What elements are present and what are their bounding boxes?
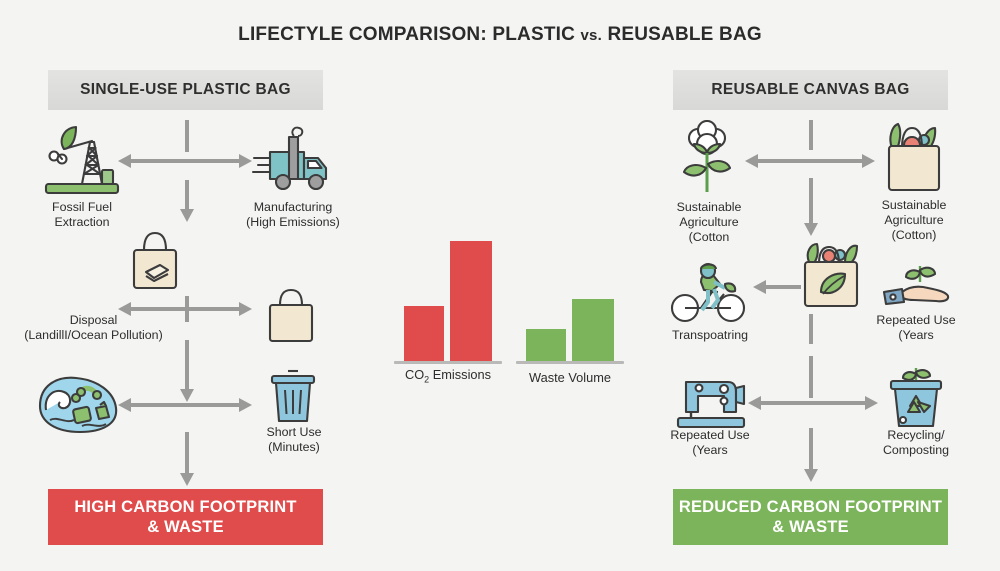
- arrow-right-row3: [748, 394, 878, 417]
- arrow-left-vert2: [179, 180, 195, 227]
- label-repeated-use-sewing: Repeated Use (Years: [670, 428, 750, 457]
- page-title: LIFECTYLE COMPARISON: PLASTIC vs. REUSAB…: [0, 24, 1000, 46]
- paper-bag-icon: [262, 285, 320, 352]
- arrow-right-vert5: [803, 428, 819, 487]
- ocean-wave-plastic-icon: [36, 372, 122, 441]
- chart-axis-co2: [394, 361, 502, 364]
- arrow-left-vert3: [179, 296, 195, 327]
- page-title-vs: vs.: [580, 27, 602, 44]
- banner-high-carbon-footprint: HIGH CARBON FOOTPRINT & WASTE: [48, 489, 323, 545]
- arrow-right-vert3: [803, 314, 819, 349]
- bar-waste-high: [572, 298, 614, 361]
- arrow-left-vert4: [179, 340, 195, 407]
- panel-header-plastic: SINGLE-USE PLASTIC BAG: [48, 70, 323, 110]
- label-fossil-fuel-extraction: Fossil Fuel Extraction: [52, 200, 112, 229]
- bar-co2-low: [404, 306, 444, 361]
- arrow-right-vert4: [803, 356, 819, 403]
- arrow-right-vert1: [803, 120, 819, 155]
- canvas-bag-leaf-icon: [795, 240, 869, 317]
- comparison-bar-chart: CO2 Emissions Waste Volume: [380, 225, 625, 385]
- arrow-left-vert1: [179, 120, 195, 157]
- arrow-right-vert2: [803, 178, 819, 241]
- grocery-tote-bag-icon: [878, 118, 950, 201]
- bar-co2-high: [450, 241, 492, 361]
- trash-bin-icon: [264, 367, 322, 432]
- arrow-left-row1: [118, 152, 252, 175]
- oil-pump-jack-icon: [40, 118, 124, 201]
- hand-sprout-icon: [880, 258, 952, 325]
- label-short-use: Short Use (Minutes): [266, 425, 322, 454]
- label-repeated-use-hand: Repeated Use (Years: [876, 313, 956, 342]
- label-manufacturing: Manufacturing (High Emissions): [246, 200, 340, 229]
- page-title-tail: REUSABLE BAG: [601, 24, 762, 45]
- panel-header-reusable: REUSABLE CANVAS BAG: [673, 70, 948, 110]
- arrow-right-row2: [753, 278, 801, 301]
- label-transporting: Transpoatring: [672, 328, 748, 342]
- label-sustainable-agriculture-bag: Sustainable Agriculture (Cotton): [881, 198, 947, 242]
- chart-label-waste: Waste Volume: [528, 370, 612, 385]
- chart-label-co2: CO2 Emissions: [404, 367, 492, 385]
- arrow-left-vert5: [179, 432, 195, 491]
- page-title-main: LIFECTYLE COMPARISON: PLASTIC: [238, 24, 581, 45]
- arrow-left-row3: [118, 396, 252, 419]
- sewing-machine-icon: [672, 372, 752, 437]
- plastic-bag-icon: [124, 228, 186, 299]
- cotton-plant-icon: [672, 119, 744, 201]
- bar-waste-low: [526, 328, 566, 361]
- label-disposal: Disposal (LandillI/Ocean Pollution): [24, 313, 163, 342]
- emissions-truck-icon: [252, 120, 334, 201]
- label-recycling-composting: Recycling/ Composting: [882, 428, 950, 457]
- recycling-bin-icon: [884, 366, 948, 437]
- label-sustainable-agriculture-plant: Sustainable Agriculture (Cotton: [676, 200, 742, 244]
- cyclist-icon: [668, 258, 750, 329]
- banner-reduced-carbon-footprint: REDUCED CARBON FOOTPRINT & WASTE: [673, 489, 948, 545]
- chart-axis-waste: [516, 361, 624, 364]
- arrow-right-row1: [745, 152, 875, 175]
